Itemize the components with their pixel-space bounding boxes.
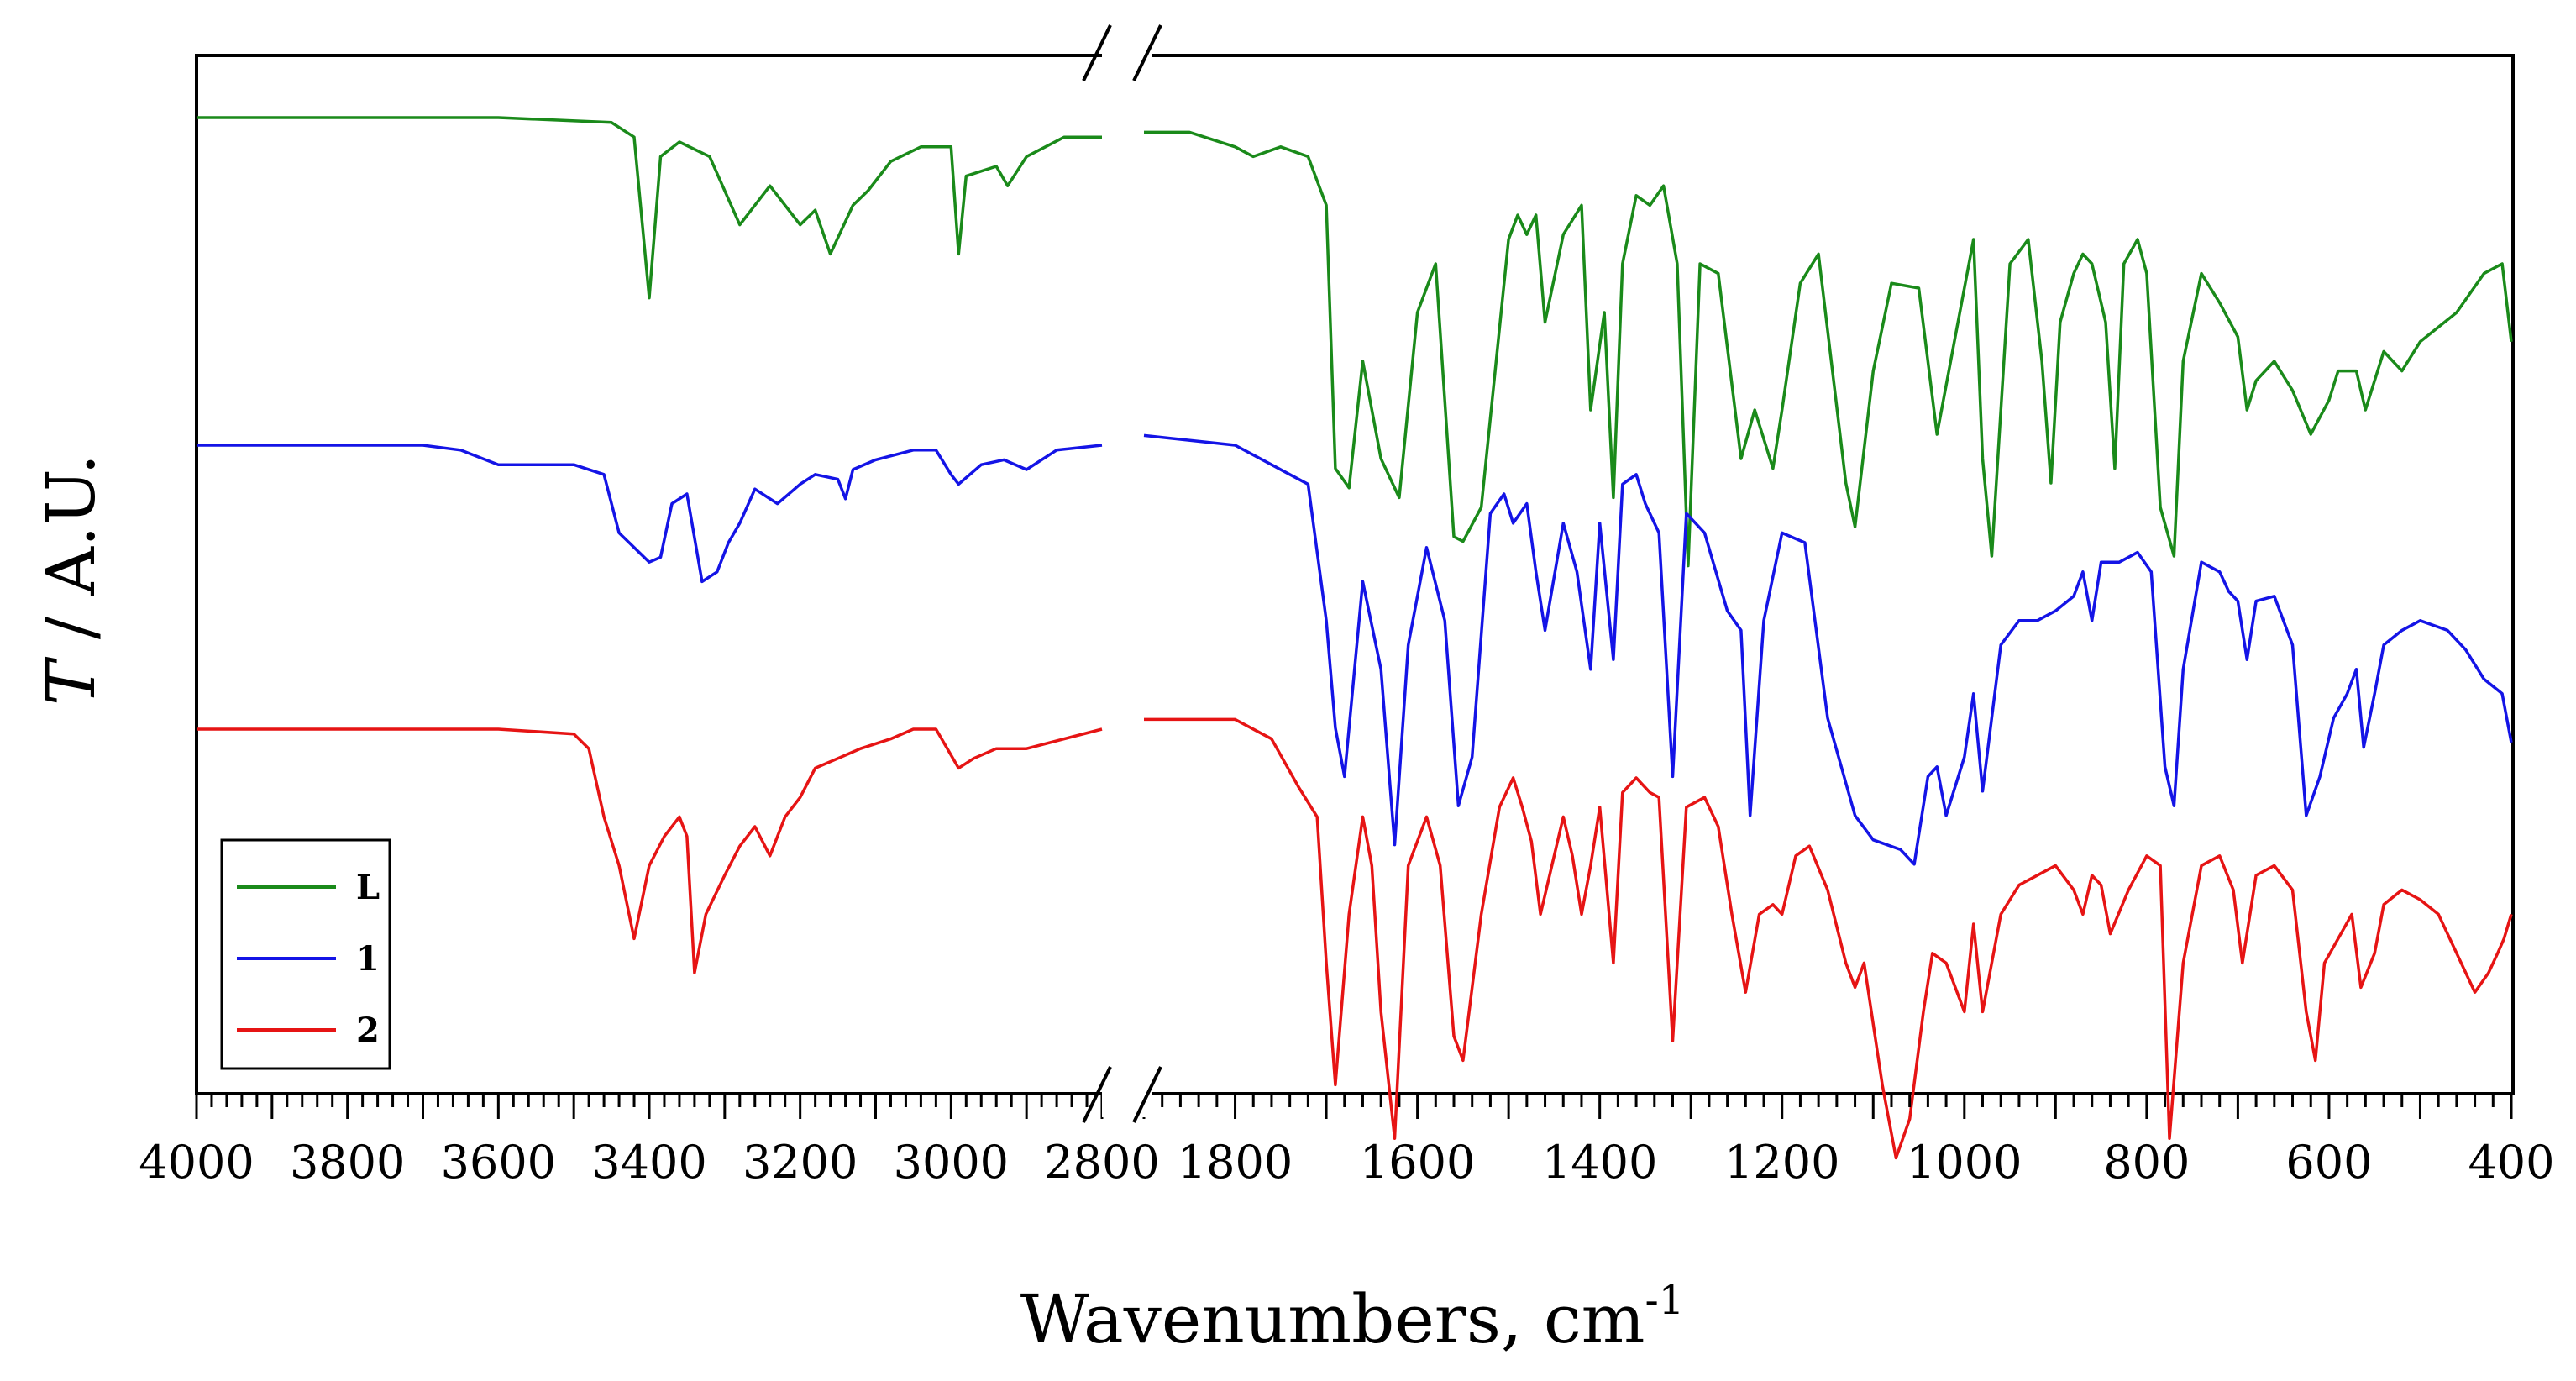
tick-layer: 4000 3800 3600 3400 3200 3000 2800 1800 1600 1400… — [139, 1094, 2555, 1189]
x-tick-label-1400: 1400 — [1542, 1136, 1657, 1189]
series-1-line-part-2 — [1143, 433, 2513, 866]
x-tick-label-400: 400 — [2468, 1136, 2554, 1189]
series-L-line-part-2 — [1144, 130, 2513, 568]
x-tick-label-2800: 2800 — [1044, 1136, 1159, 1189]
x-tick-label-1200: 1200 — [1724, 1136, 1839, 1189]
series-2-line-part-2 — [1144, 717, 2513, 1160]
series-1-line-part-1 — [197, 444, 1103, 584]
x-tick-label-800: 800 — [2103, 1136, 2190, 1189]
x-tick-label-3200: 3200 — [742, 1136, 858, 1189]
x-tick-label-3800: 3800 — [290, 1136, 405, 1189]
legend: L 1 2 — [220, 838, 391, 1070]
axis-break-bottom — [1082, 1066, 1162, 1123]
plot-frame — [195, 54, 2515, 1095]
legend-label-L: L — [356, 868, 380, 907]
axis-break-top — [1082, 24, 1162, 81]
series-layer — [197, 116, 2513, 1160]
y-axis-title: T / A.U. — [32, 454, 110, 706]
series-2-line-part-1 — [197, 727, 1103, 974]
series-L-line-part-1 — [197, 116, 1102, 300]
legend-label-1: 1 — [356, 939, 380, 979]
legend-label-2: 2 — [356, 1011, 380, 1050]
x-tick-label-3600: 3600 — [441, 1136, 556, 1189]
x-tick-label-4000: 4000 — [139, 1136, 254, 1189]
x-tick-label-1800: 1800 — [1178, 1136, 1293, 1189]
x-tick-label-1000: 1000 — [1907, 1136, 2022, 1189]
x-tick-label-3000: 3000 — [894, 1136, 1009, 1189]
x-tick-label-3400: 3400 — [591, 1136, 706, 1189]
x-tick-label-1600: 1600 — [1360, 1136, 1475, 1189]
x-tick-label-600: 600 — [2285, 1136, 2372, 1189]
x-axis-title: Wavenumbers, cm-1 — [1020, 1277, 1685, 1358]
